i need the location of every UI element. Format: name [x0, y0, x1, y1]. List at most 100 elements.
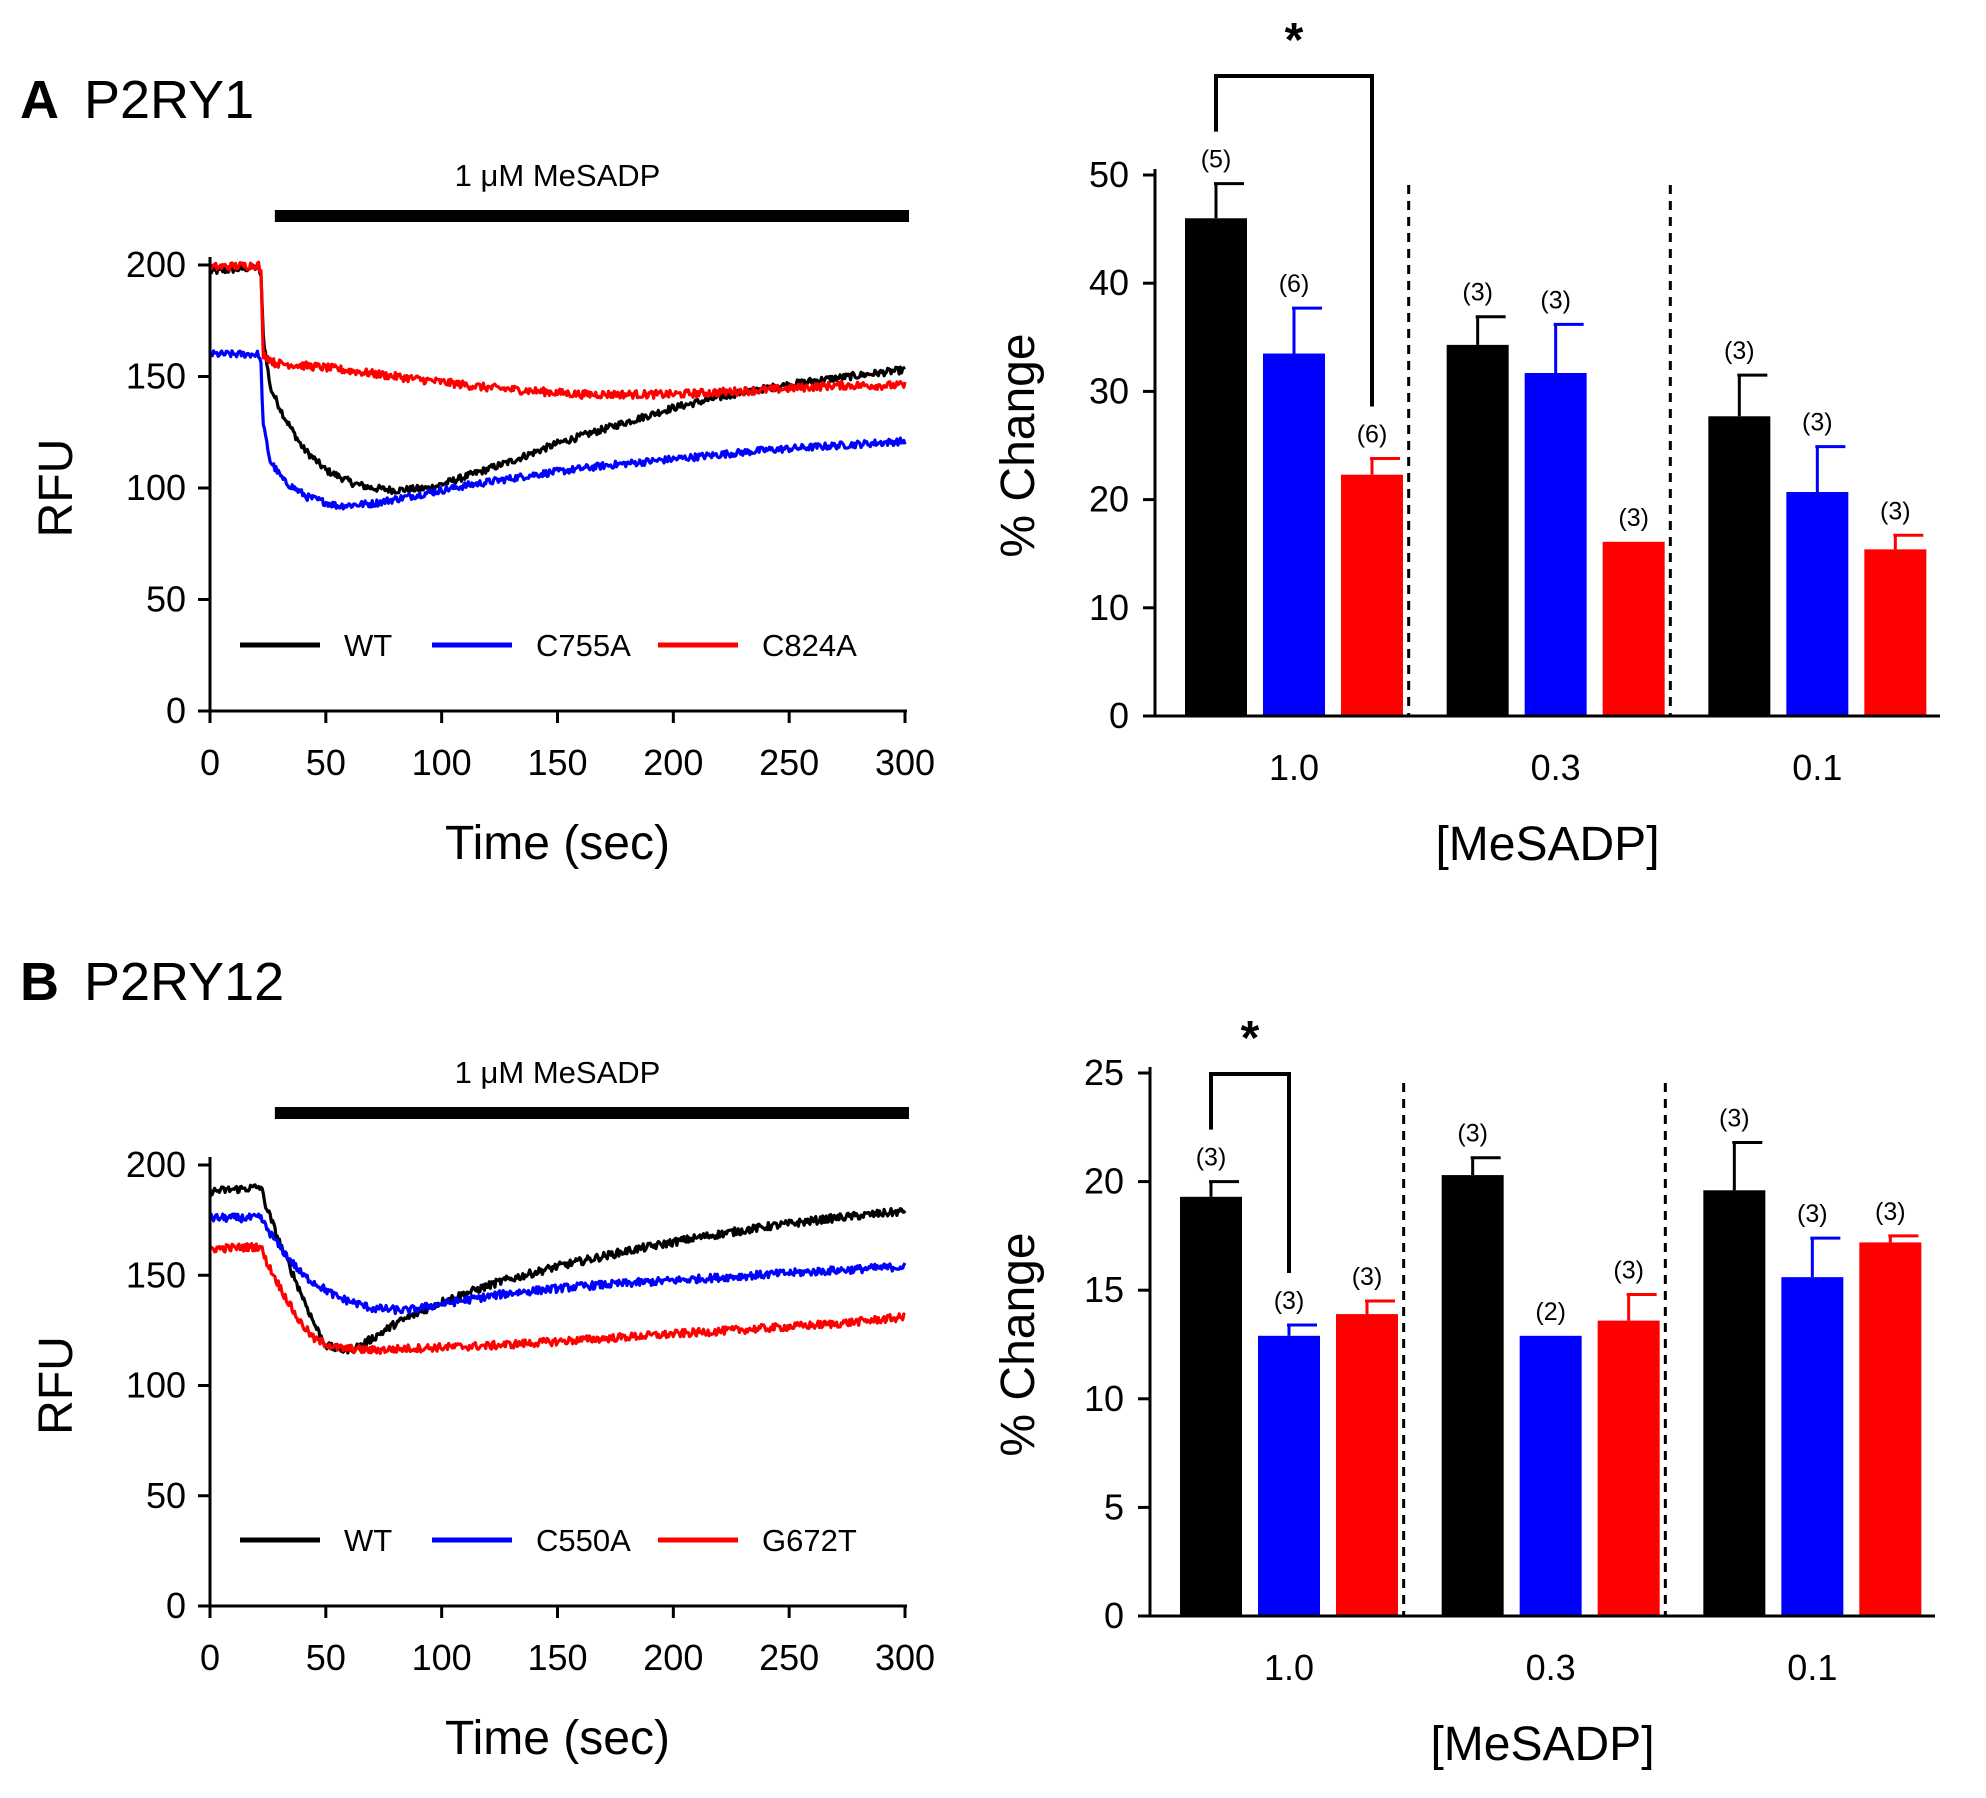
n-label: (3) — [1719, 1105, 1750, 1133]
x-axis-title: [MeSADP] — [1430, 1718, 1654, 1771]
y-tick-label: 50 — [1089, 154, 1129, 195]
panel-a-letter: A — [20, 70, 59, 130]
n-label: (3) — [1196, 1144, 1227, 1172]
x-tick-label: 1.0 — [1269, 747, 1319, 788]
bar-wt-0.3 — [1441, 1175, 1504, 1616]
bar-wt-1.0 — [1180, 1196, 1242, 1616]
n-label: (3) — [1462, 279, 1493, 307]
series-line-wt — [208, 262, 906, 495]
panel-b-title: P2RY12 — [84, 952, 284, 1012]
x-tick-label: 150 — [527, 1637, 587, 1678]
y-tick-label: 150 — [126, 1254, 186, 1295]
legend-label-g672t: G672T — [762, 1523, 857, 1558]
legend-label-c755a: C755A — [536, 628, 631, 663]
legend-label-c824a: C824A — [762, 628, 857, 663]
series-line-c824a — [208, 260, 907, 400]
panel-a-title: P2RY1 — [84, 70, 254, 130]
stimulus-label: 1 μM MeSADP — [455, 158, 661, 193]
y-tick-label: 200 — [126, 1144, 186, 1185]
significance-star: * — [1241, 1012, 1260, 1065]
x-tick-label: 250 — [759, 1637, 819, 1678]
x-tick-label: 0 — [200, 742, 220, 783]
chart-b-trace: 1 μM MeSADP 0 50 100 150 200 0 50 100 150 200 250 30… — [30, 1055, 935, 1765]
bar-wt-0.3 — [1446, 344, 1509, 716]
series-line-wt — [208, 1183, 907, 1355]
n-label: (3) — [1797, 1200, 1828, 1228]
bar-c550a-0.1 — [1781, 1277, 1844, 1616]
x-tick-label: 50 — [306, 1637, 346, 1678]
bar-wt-1.0 — [1185, 218, 1247, 716]
n-label: (3) — [1724, 337, 1755, 365]
series-line-g672t — [208, 1241, 906, 1355]
bar-c550a-0.3 — [1519, 1335, 1582, 1616]
y-tick-label: 5 — [1104, 1486, 1124, 1527]
n-label: (3) — [1802, 409, 1833, 437]
y-tick-label: 20 — [1084, 1161, 1124, 1202]
chart-a-trace: 1 μM MeSADP 0 50 100 150 200 0 50 100 150 200 250 30… — [30, 158, 935, 870]
x-tick-label: 150 — [527, 742, 587, 783]
x-tick-label: 100 — [412, 1637, 472, 1678]
bar-wt-0.1 — [1708, 416, 1771, 716]
n-label: (3) — [1457, 1120, 1488, 1148]
x-axis-title: [MeSADP] — [1435, 818, 1659, 871]
y-tick-label: 100 — [126, 467, 186, 508]
bar-g672t-1.0 — [1336, 1314, 1398, 1616]
x-tick-label: 0.1 — [1792, 747, 1842, 788]
x-tick-label: 0.3 — [1531, 747, 1581, 788]
legend-label-wt: WT — [344, 628, 392, 663]
n-label: (2) — [1535, 1298, 1566, 1326]
n-label: (6) — [1357, 420, 1388, 448]
y-tick-label: 25 — [1084, 1052, 1124, 1093]
panel-b-letter: B — [20, 952, 59, 1012]
x-axis-title: Time (sec) — [445, 817, 670, 870]
chart-b-bar: (3) (3) (3) (3) (2) (3) (3) (3) (3) 0 5 10 15 20 25 1.0… — [992, 1012, 1935, 1771]
bar-c755a-0.1 — [1786, 492, 1849, 716]
series-line-c755a — [208, 349, 907, 511]
x-tick-label: 200 — [643, 1637, 703, 1678]
x-tick-label: 300 — [875, 742, 935, 783]
bar-c755a-0.3 — [1524, 373, 1587, 716]
y-tick-label: 20 — [1089, 479, 1129, 520]
y-tick-label: 40 — [1089, 262, 1129, 303]
legend-label-c550a: C550A — [536, 1523, 631, 1558]
significance-bracket — [1209, 1072, 1291, 1273]
bar-c824a-0.1 — [1864, 549, 1927, 716]
n-label: (3) — [1352, 1263, 1383, 1291]
y-tick-label: 0 — [166, 690, 186, 731]
x-tick-label: 100 — [412, 742, 472, 783]
legend-label-wt: WT — [344, 1523, 392, 1558]
y-tick-label: 10 — [1089, 587, 1129, 628]
significance-star: * — [1285, 14, 1304, 67]
x-tick-label: 0.3 — [1526, 1647, 1576, 1688]
y-tick-label: 200 — [126, 244, 186, 285]
y-axis-title: RFU — [30, 1336, 83, 1435]
n-label: (3) — [1875, 1198, 1906, 1226]
n-label: (5) — [1201, 146, 1232, 174]
y-tick-label: 0 — [1109, 695, 1129, 736]
n-label: (3) — [1540, 286, 1571, 314]
n-label: (3) — [1274, 1287, 1305, 1315]
stimulus-bar — [274, 210, 909, 222]
n-label: (3) — [1613, 1257, 1644, 1285]
y-tick-label: 150 — [126, 356, 186, 397]
x-tick-label: 200 — [643, 742, 703, 783]
stimulus-label: 1 μM MeSADP — [455, 1055, 661, 1090]
n-label: (3) — [1618, 504, 1649, 532]
bar-g672t-0.1 — [1859, 1242, 1922, 1616]
series-line-c550a — [208, 1212, 907, 1316]
y-tick-label: 50 — [146, 1475, 186, 1516]
n-label: (6) — [1279, 270, 1310, 298]
bar-g672t-0.3 — [1597, 1320, 1660, 1616]
x-tick-label: 1.0 — [1264, 1647, 1314, 1688]
x-tick-label: 300 — [875, 1637, 935, 1678]
y-axis-title: % Change — [992, 1232, 1045, 1456]
x-tick-label: 50 — [306, 742, 346, 783]
y-tick-label: 0 — [166, 1585, 186, 1626]
significance-bracket — [1214, 74, 1374, 407]
y-tick-label: 0 — [1104, 1595, 1124, 1636]
y-tick-label: 50 — [146, 579, 186, 620]
bar-c550a-1.0 — [1258, 1335, 1320, 1616]
chart-a-bar: (5) (3) (3) (6) (3) (3) (6) (3) (3) 0 10 20 30 40 50 1.… — [992, 14, 1940, 871]
y-axis-title: % Change — [992, 333, 1045, 557]
y-tick-label: 30 — [1089, 370, 1129, 411]
